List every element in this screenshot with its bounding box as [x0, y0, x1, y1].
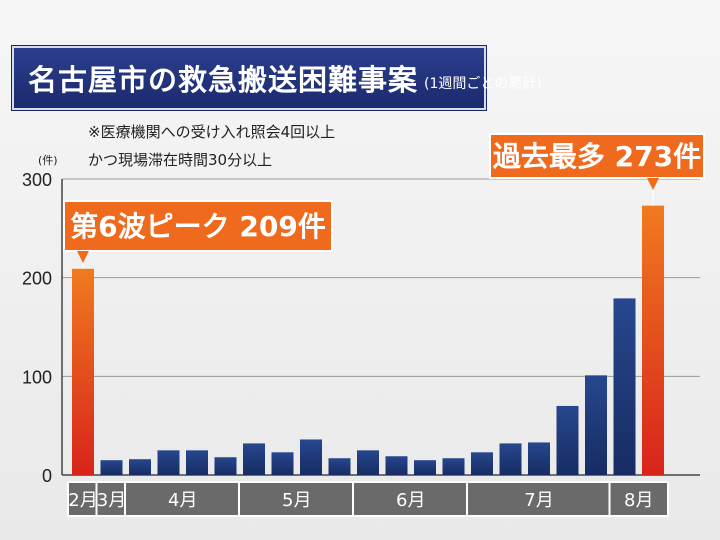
- month-label-box: [466, 481, 612, 517]
- y-tick-label: 0: [42, 466, 52, 486]
- month-label: 5月: [282, 490, 311, 511]
- y-unit-label: (件): [38, 154, 58, 167]
- highlight-bar: [642, 205, 664, 475]
- y-tick-label: 300: [22, 170, 52, 190]
- bar: [129, 459, 151, 475]
- annotation-text: 第6波ピーク 209件: [70, 210, 326, 243]
- y-tick-label: 200: [22, 269, 52, 289]
- month-label: 4月: [168, 490, 197, 511]
- bar: [186, 450, 208, 475]
- annotation-box: [63, 200, 333, 252]
- month-label-box: [238, 481, 356, 517]
- bar: [556, 405, 579, 475]
- month-label-box: [608, 481, 669, 517]
- month-label: 6月: [396, 490, 425, 511]
- chart-title: 名古屋市の救急搬送困難事案: [28, 63, 419, 97]
- month-label: 8月: [624, 490, 653, 511]
- month-label-box: [352, 481, 470, 517]
- annotation-text: 過去最多 273件: [493, 140, 701, 173]
- month-label: 3月: [97, 490, 126, 511]
- bar: [271, 452, 294, 475]
- highlight-bar: [72, 268, 94, 475]
- month-label-box: [67, 481, 99, 517]
- bar: [585, 375, 607, 475]
- bar: [100, 460, 123, 475]
- bar: [328, 458, 351, 475]
- annotation-pointer: [77, 251, 89, 263]
- bar: [243, 443, 265, 475]
- bar: [528, 442, 550, 475]
- bar: [471, 452, 493, 475]
- y-tick-label: 100: [22, 367, 52, 387]
- bar: [613, 298, 636, 475]
- annotation-box: [489, 133, 705, 179]
- chart-subtitle: (1週間ごとの累計): [424, 76, 542, 92]
- note-line-2: かつ現場滞在時間30分以上: [88, 151, 273, 169]
- bar: [414, 460, 436, 475]
- bar: [157, 450, 180, 475]
- bar: [442, 458, 465, 475]
- month-label-box: [124, 481, 242, 517]
- bar: [357, 450, 379, 475]
- month-label: 2月: [68, 490, 97, 511]
- bar: [499, 443, 522, 475]
- note-line-1: ※医療機関への受け入れ照会4回以上: [88, 123, 336, 141]
- bar: [214, 457, 237, 475]
- bar: [385, 456, 408, 475]
- annotation-pointer: [647, 178, 659, 190]
- bar: [300, 439, 322, 475]
- month-label: 7月: [524, 490, 553, 511]
- chart-title-box: 名古屋市の救急搬送困難事案 (1週間ごとの累計): [12, 46, 542, 110]
